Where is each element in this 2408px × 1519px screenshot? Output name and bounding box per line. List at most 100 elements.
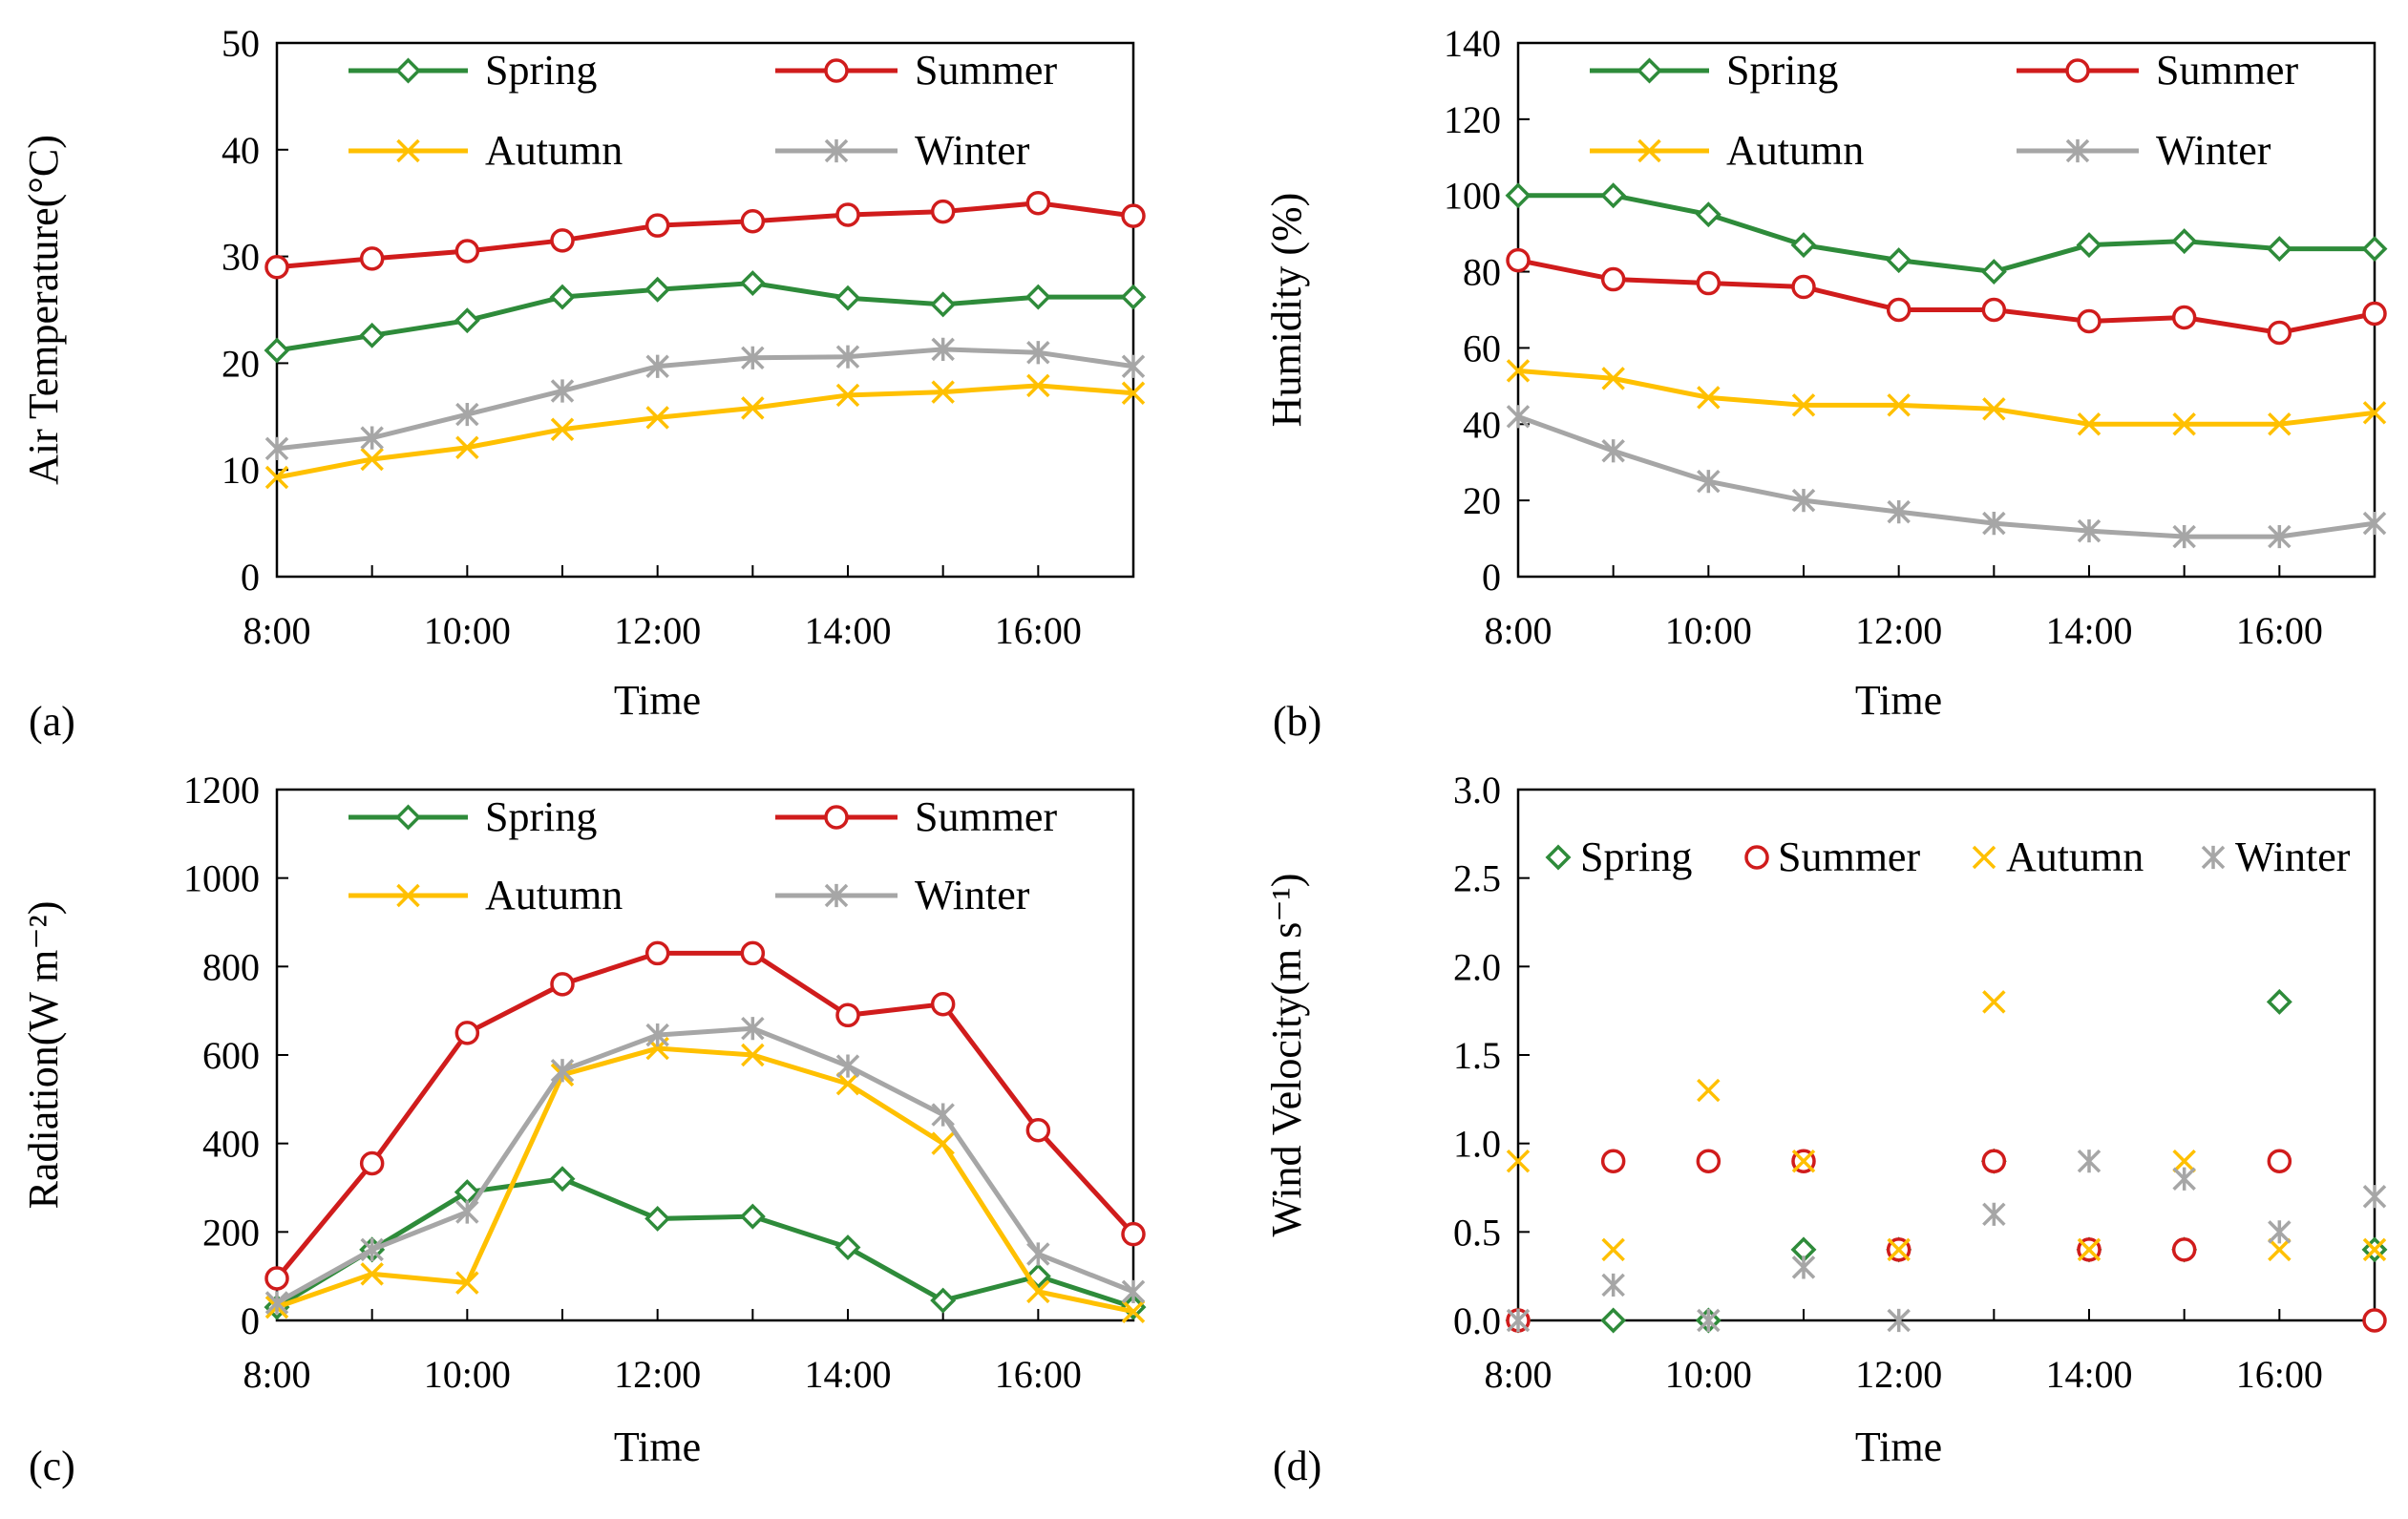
legend-marker-summer	[824, 58, 849, 83]
data-point-summer	[1981, 1149, 2007, 1173]
y-tick-label: 100	[1444, 175, 1501, 218]
data-point-spring	[644, 1205, 671, 1232]
data-point-winter	[1121, 1279, 1146, 1304]
panel-humidity: 0 20 40 60 80 100 120 140 8:00 10:00 12:00 14:00 16:…	[1263, 22, 2388, 745]
y-tick-label: 1.5	[1453, 1034, 1501, 1077]
legend-label-autumn: Autumn	[2006, 833, 2144, 880]
y-tick-label: 0	[241, 1299, 260, 1342]
y-tick-label: 1000	[183, 857, 260, 900]
data-point-winter	[1697, 1308, 1721, 1333]
y-tick-label: 0.5	[1453, 1211, 1501, 1254]
data-point-winter	[1026, 340, 1050, 365]
series-line-winter	[1517, 413, 2376, 539]
data-point-autumn	[2268, 1237, 2292, 1262]
data-point-autumn	[1887, 1237, 1911, 1262]
series-line-summer	[276, 200, 1134, 270]
x-tick-label: 16:00	[995, 1353, 1082, 1396]
x-tick-label: 14:00	[2045, 1353, 2132, 1396]
series-line-spring	[275, 1176, 1134, 1310]
y-tick-label: 0.0	[1453, 1299, 1501, 1342]
y-tick-label: 80	[1463, 251, 1501, 294]
data-point-summer	[835, 1002, 860, 1028]
data-point-winter	[360, 426, 384, 450]
data-point-winter	[264, 1291, 289, 1315]
data-point-spring	[1695, 201, 1722, 228]
data-point-autumn	[2077, 1237, 2102, 1262]
data-point-autumn	[931, 380, 955, 404]
series-winter	[1506, 405, 2387, 549]
legend-label-summer: Summer	[1778, 833, 1920, 880]
data-point-winter	[1697, 469, 1721, 494]
data-point-autumn	[741, 1043, 765, 1067]
data-point-spring	[2076, 232, 2102, 259]
legend-marker-autumn	[1637, 138, 1661, 163]
data-point-autumn	[264, 465, 289, 490]
y-tick-label: 400	[202, 1123, 260, 1166]
y-tick-label: 2.5	[1453, 857, 1501, 900]
legend-marker-summer	[1744, 845, 1769, 870]
panel-label: (a)	[29, 698, 75, 745]
data-point-spring	[1505, 182, 1531, 209]
x-tick-label: 12:00	[614, 609, 701, 652]
y-axis-label: Wind Velocity(m s⁻¹)	[1263, 874, 1310, 1237]
legend-label-summer: Summer	[2156, 47, 2298, 94]
data-point-summer	[930, 199, 956, 224]
y-tick-label: 40	[1463, 403, 1501, 446]
data-point-winter	[741, 346, 765, 370]
y-tick-label: 0	[241, 556, 260, 599]
data-point-winter	[1982, 1202, 2006, 1227]
y-tick-label: 200	[202, 1211, 260, 1254]
data-point-spring	[1024, 284, 1051, 310]
y-tick-label: 40	[222, 129, 260, 172]
data-point-spring	[644, 276, 671, 303]
legend-marker-summer	[824, 805, 849, 830]
data-point-spring	[739, 1203, 766, 1230]
x-axis-label: Time	[614, 1424, 701, 1470]
y-tick-label: 3.0	[1453, 769, 1501, 812]
data-point-spring	[930, 291, 957, 318]
legend-marker-summer	[2065, 58, 2090, 83]
series-winter	[264, 337, 1146, 461]
series-line-summer	[275, 950, 1135, 1280]
data-point-winter	[2077, 518, 2102, 543]
data-point-summer	[835, 202, 860, 227]
data-point-winter	[360, 1237, 384, 1262]
data-point-spring	[549, 1166, 576, 1192]
data-point-summer	[1600, 1149, 1626, 1173]
x-axis-label: Time	[614, 677, 701, 724]
legend-marker-spring	[395, 57, 421, 84]
y-tick-label: 60	[1463, 327, 1501, 369]
y-axis-label: Radiation(W m⁻²)	[20, 901, 67, 1210]
data-point-winter	[835, 1054, 860, 1078]
legend-label-spring: Spring	[485, 47, 597, 94]
data-point-winter	[2362, 1185, 2387, 1209]
data-point-autumn	[1982, 990, 2006, 1014]
legend-entry-spring: Spring	[349, 47, 597, 94]
legend-label-summer: Summer	[915, 47, 1057, 94]
series-autumn	[1506, 990, 2387, 1262]
data-point-spring	[1980, 259, 2007, 285]
series-line-autumn	[276, 383, 1134, 480]
data-point-winter	[264, 436, 289, 461]
data-point-summer	[1886, 297, 1912, 323]
series-line-winter	[275, 1025, 1134, 1305]
data-point-winter	[1791, 488, 1816, 513]
x-axis-label: Time	[1855, 677, 1942, 724]
data-point-spring	[1600, 182, 1627, 209]
data-point-winter	[2172, 1167, 2196, 1191]
data-point-summer	[1025, 1118, 1051, 1143]
legend-entry-winter: Winter	[775, 872, 1030, 918]
data-point-summer	[1696, 1149, 1722, 1173]
legend-marker-autumn	[396, 883, 420, 908]
data-point-winter	[1887, 499, 1911, 524]
legend-label-winter: Winter	[915, 872, 1030, 918]
panel-label: (c)	[29, 1443, 75, 1489]
data-point-summer	[740, 208, 766, 234]
legend-entry-winter: Winter	[2017, 127, 2271, 174]
data-point-summer	[550, 228, 575, 253]
data-point-autumn	[741, 396, 765, 420]
x-tick-label: 12:00	[1855, 1353, 1942, 1396]
data-point-autumn	[360, 447, 384, 472]
legend-entry-spring: Spring	[1545, 833, 1692, 880]
legend-marker-winter	[824, 883, 849, 908]
